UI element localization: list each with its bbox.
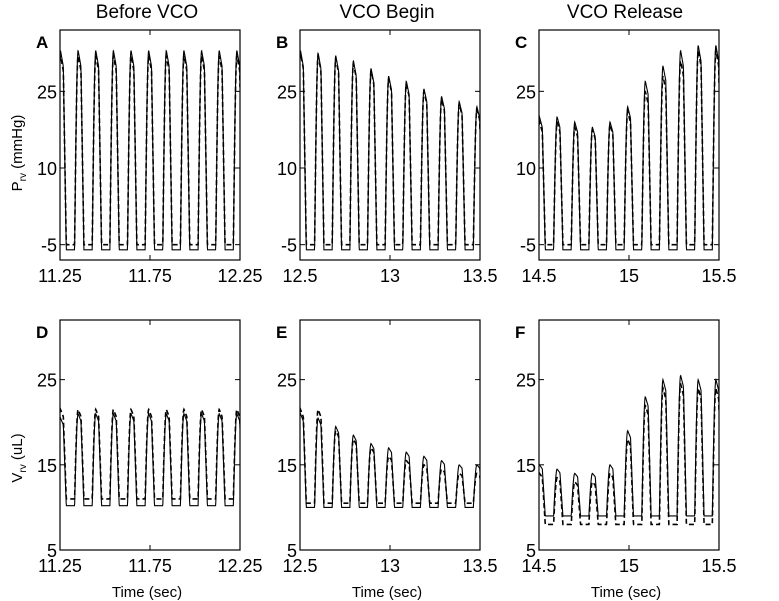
xtick-label-a-2: 12.25 — [217, 266, 262, 286]
column-title-before-vco: Before VCO — [95, 2, 199, 23]
axes-box-e — [299, 319, 481, 551]
xtick-label-e-2: 13.5 — [462, 556, 497, 576]
ytick-label-c-0: -5 — [520, 236, 536, 256]
ylabel-pressure: Prv (mmHg) — [9, 115, 29, 192]
ylabel-volume: Vrv (uL) — [9, 433, 29, 482]
panel-letter-e: E — [276, 323, 287, 342]
xtick-label-f-0: 14.5 — [521, 556, 556, 576]
ytick-label-a-2: 25 — [37, 82, 57, 102]
series-solid-d — [60, 412, 240, 507]
xtick-label-d-2: 12.25 — [217, 556, 262, 576]
series-dashed-a — [60, 54, 240, 246]
ytick-label-f-2: 25 — [516, 371, 536, 391]
ytick-label-a-0: -5 — [41, 236, 57, 256]
column-title-vco-release: VCO Release — [566, 2, 684, 23]
xtick-label-b-0: 12.5 — [282, 266, 317, 286]
xtick-label-e-1: 13 — [380, 556, 400, 576]
ytick-label-e-2: 25 — [277, 371, 297, 391]
xlabel-f: Time (sec) — [591, 584, 661, 601]
column-title-vco-begin: VCO Begin — [339, 2, 435, 23]
ytick-label-c-1: 10 — [516, 159, 536, 179]
ytick-label-d-0: 5 — [47, 541, 57, 561]
xtick-label-d-0: 11.25 — [38, 556, 82, 576]
panel-letter-d: D — [36, 323, 48, 342]
panel-letter-a: A — [36, 33, 48, 52]
xlabel-d: Time (sec) — [112, 584, 182, 601]
xtick-label-f-1: 15 — [619, 556, 639, 576]
panel-letter-c: C — [515, 33, 527, 52]
xtick-label-c-2: 15.5 — [701, 266, 736, 286]
ytick-label-d-1: 15 — [37, 456, 57, 476]
xtick-label-b-1: 13 — [380, 266, 400, 286]
series-dashed-e — [300, 407, 480, 504]
series-dashed-b — [300, 52, 480, 246]
xlabel-e: Time (sec) — [352, 584, 422, 601]
xtick-label-c-1: 15 — [619, 266, 639, 286]
ytick-label-e-0: 5 — [287, 541, 297, 561]
ytick-label-d-2: 25 — [37, 371, 57, 391]
panel-letter-b: B — [276, 33, 288, 52]
xtick-label-b-2: 13.5 — [462, 266, 497, 286]
axes-box-d — [59, 319, 241, 551]
series-dashed-d — [60, 407, 240, 500]
ytick-label-b-0: -5 — [281, 236, 297, 256]
ytick-label-a-1: 10 — [37, 159, 57, 179]
ytick-label-f-0: 5 — [526, 541, 536, 561]
series-solid-a — [60, 49, 240, 251]
xtick-label-a-0: 11.25 — [38, 266, 82, 286]
xtick-label-a-1: 11.75 — [128, 266, 172, 286]
ytick-label-c-2: 25 — [516, 82, 536, 102]
xtick-label-f-2: 15.5 — [701, 556, 736, 576]
axes-box-c — [538, 29, 720, 261]
series-solid-e — [300, 412, 480, 508]
series-solid-f — [539, 374, 719, 517]
xtick-label-c-0: 14.5 — [521, 266, 556, 286]
axes-box-b — [299, 29, 481, 261]
xtick-label-e-0: 12.5 — [282, 556, 317, 576]
xtick-label-d-1: 11.75 — [128, 556, 172, 576]
ytick-label-f-1: 15 — [516, 456, 536, 476]
ytick-label-b-2: 25 — [277, 82, 297, 102]
ytick-label-e-1: 15 — [277, 456, 297, 476]
panel-letter-f: F — [515, 323, 525, 342]
series-solid-b — [300, 50, 480, 251]
series-dashed-c — [539, 50, 719, 246]
series-dashed-f — [539, 382, 719, 526]
series-solid-c — [539, 45, 719, 251]
ytick-label-b-1: 10 — [277, 159, 297, 179]
